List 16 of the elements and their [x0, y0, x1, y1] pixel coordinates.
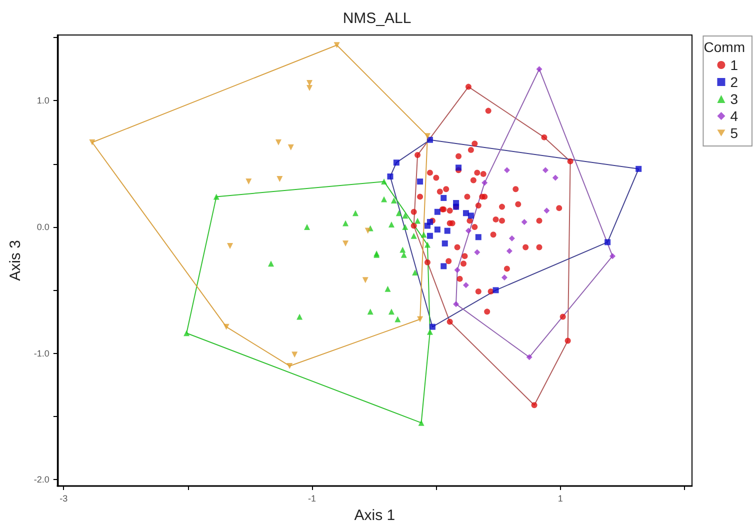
legend-label: 4 — [730, 108, 738, 124]
x-tick-label: -1 — [308, 494, 316, 504]
x-tick-label: -3 — [60, 494, 68, 504]
y-axis-title: Axis 3 — [7, 240, 24, 281]
legend-label: 5 — [730, 125, 738, 141]
legend-label: 2 — [730, 74, 738, 90]
legend-label: 1 — [730, 57, 738, 73]
y-tick-label: -1.0 — [34, 348, 50, 358]
y-tick-label: 0.0 — [36, 222, 50, 232]
x-tick-label: 1 — [558, 494, 563, 504]
legend-label: 3 — [730, 91, 738, 107]
x-axis-title: Axis 1 — [354, 507, 396, 524]
legend-title: Comm — [704, 39, 746, 55]
y-tick-label: -2.0 — [34, 474, 50, 485]
y-tick-label: 1.0 — [36, 96, 50, 106]
chart-title: NMS_ALL — [342, 10, 412, 27]
